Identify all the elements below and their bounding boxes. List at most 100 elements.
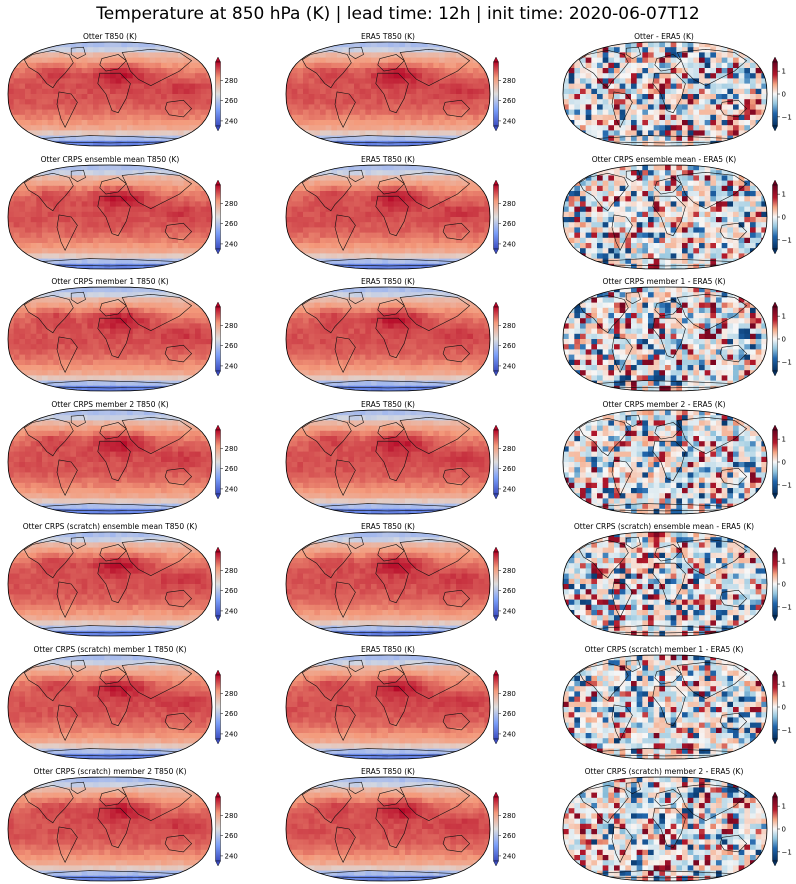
coastline <box>301 417 352 456</box>
colorbar-tick-label: 280 <box>225 322 238 330</box>
coastline <box>164 222 193 240</box>
colorbar-tick-label: 0 <box>782 826 786 834</box>
coastline <box>121 783 193 822</box>
coastline <box>375 562 409 604</box>
colorbar-tick-label: −1 <box>782 236 792 244</box>
coastline <box>164 344 193 363</box>
coastline <box>334 214 356 251</box>
map-field <box>8 409 212 514</box>
map-outline <box>562 286 768 392</box>
temperature-colorbar: 240 260 280 <box>493 179 516 254</box>
temperature-colorbar: 240 260 280 <box>215 301 238 377</box>
coastline <box>719 344 748 363</box>
coastline <box>719 834 748 853</box>
colorbar-tick-label: 0 <box>782 458 786 466</box>
coastline <box>578 294 629 334</box>
coastline <box>56 336 78 373</box>
coastline <box>654 666 682 684</box>
colorbar-tick-label: 240 <box>503 240 516 248</box>
colorbar-tick-label: 280 <box>225 77 238 85</box>
colorbar-tick-label: 260 <box>503 220 516 228</box>
temperature-colorbar: 240 260 280 <box>215 546 238 622</box>
colorbar-tick-label: 1 <box>782 435 786 443</box>
coastline <box>99 421 127 439</box>
temperature-colorbar: 240 260 280 <box>493 669 516 744</box>
panel-title: ERA5 T850 (K) <box>361 644 415 654</box>
colorbar-tick-label: 260 <box>503 97 516 105</box>
map-outline <box>7 286 213 392</box>
coastline <box>399 416 471 454</box>
coastline <box>56 826 78 863</box>
coastline <box>348 659 364 672</box>
temperature-map <box>7 164 213 269</box>
coastline <box>625 169 641 182</box>
difference-map <box>562 531 768 637</box>
map-field <box>8 777 212 881</box>
colorbar-tick-label: 260 <box>503 342 516 350</box>
coastline <box>676 661 748 699</box>
colorbar-tick-label: −1 <box>782 481 792 489</box>
temperature-colorbar: 240 260 280 <box>215 424 238 499</box>
temperature-map <box>285 164 491 269</box>
map-outline <box>7 531 213 637</box>
temperature-colorbar: 240 260 280 <box>215 179 238 254</box>
coastline <box>56 459 78 496</box>
coastline <box>348 46 364 59</box>
coastline <box>377 299 405 317</box>
panel-title: Otter CRPS member 2 - ERA5 (K) <box>602 399 726 409</box>
coastline <box>348 169 364 182</box>
difference-colorbar: −1 0 1 <box>772 301 792 377</box>
difference-colorbar: −1 0 1 <box>772 669 792 744</box>
temperature-colorbar: 240 260 280 <box>493 424 516 499</box>
coastline <box>23 539 74 579</box>
coastline <box>99 176 127 194</box>
panel-title: Otter CRPS member 1 - ERA5 (K) <box>602 277 726 286</box>
colorbar-tick-label: 280 <box>503 812 516 820</box>
map-field <box>8 287 212 391</box>
coastline <box>676 538 748 577</box>
coastline <box>625 659 641 672</box>
map-outline <box>285 164 491 269</box>
coastline <box>348 291 364 304</box>
coastline <box>377 544 405 562</box>
panel-title: ERA5 T850 (K) <box>361 154 415 164</box>
coastline <box>719 712 748 730</box>
coastline <box>399 783 471 822</box>
colorbar-tick-label: 1 <box>782 803 786 811</box>
temperature-colorbar: 240 260 280 <box>493 301 516 377</box>
panel-title: Otter CRPS member 2 T850 (K) <box>51 399 169 409</box>
colorbar-tick-label: −1 <box>782 603 792 611</box>
panel-title: ERA5 T850 (K) <box>361 399 415 409</box>
coastline <box>442 589 471 608</box>
coastline <box>99 299 127 317</box>
temperature-colorbar: 240 260 280 <box>215 791 238 867</box>
coastline <box>611 336 633 373</box>
coastline <box>99 666 127 684</box>
coastline <box>399 293 471 332</box>
temperature-map <box>285 41 491 147</box>
panel-title: ERA5 T850 (K) <box>361 32 415 41</box>
colorbar-tick-label: 0 <box>782 213 786 221</box>
panel-title: Otter CRPS member 1 T850 (K) <box>51 277 169 286</box>
map-field <box>286 654 490 759</box>
temperature-map <box>7 776 213 882</box>
coastline <box>399 661 471 699</box>
colorbar-tick-label: 280 <box>225 812 238 820</box>
difference-colorbar: −1 0 1 <box>772 56 792 132</box>
difference-map <box>562 409 768 514</box>
colorbar-tick-label: 280 <box>503 322 516 330</box>
coastline <box>99 544 127 562</box>
difference-map <box>562 286 768 392</box>
colorbar-tick-label: 1 <box>782 68 786 76</box>
colorbar-tick-label: 240 <box>225 852 238 860</box>
coastline <box>611 581 633 618</box>
map-outline <box>562 41 768 147</box>
colorbar-tick-label: 280 <box>225 199 238 207</box>
coastline <box>301 49 352 89</box>
colorbar-tick-label: 260 <box>503 465 516 473</box>
coastline <box>442 467 471 485</box>
temperature-map <box>285 654 491 759</box>
panel-title: Otter CRPS (scratch) member 1 T850 (K) <box>33 644 187 654</box>
colorbar-tick-label: 240 <box>503 485 516 493</box>
temperature-colorbar: 240 260 280 <box>215 56 238 132</box>
